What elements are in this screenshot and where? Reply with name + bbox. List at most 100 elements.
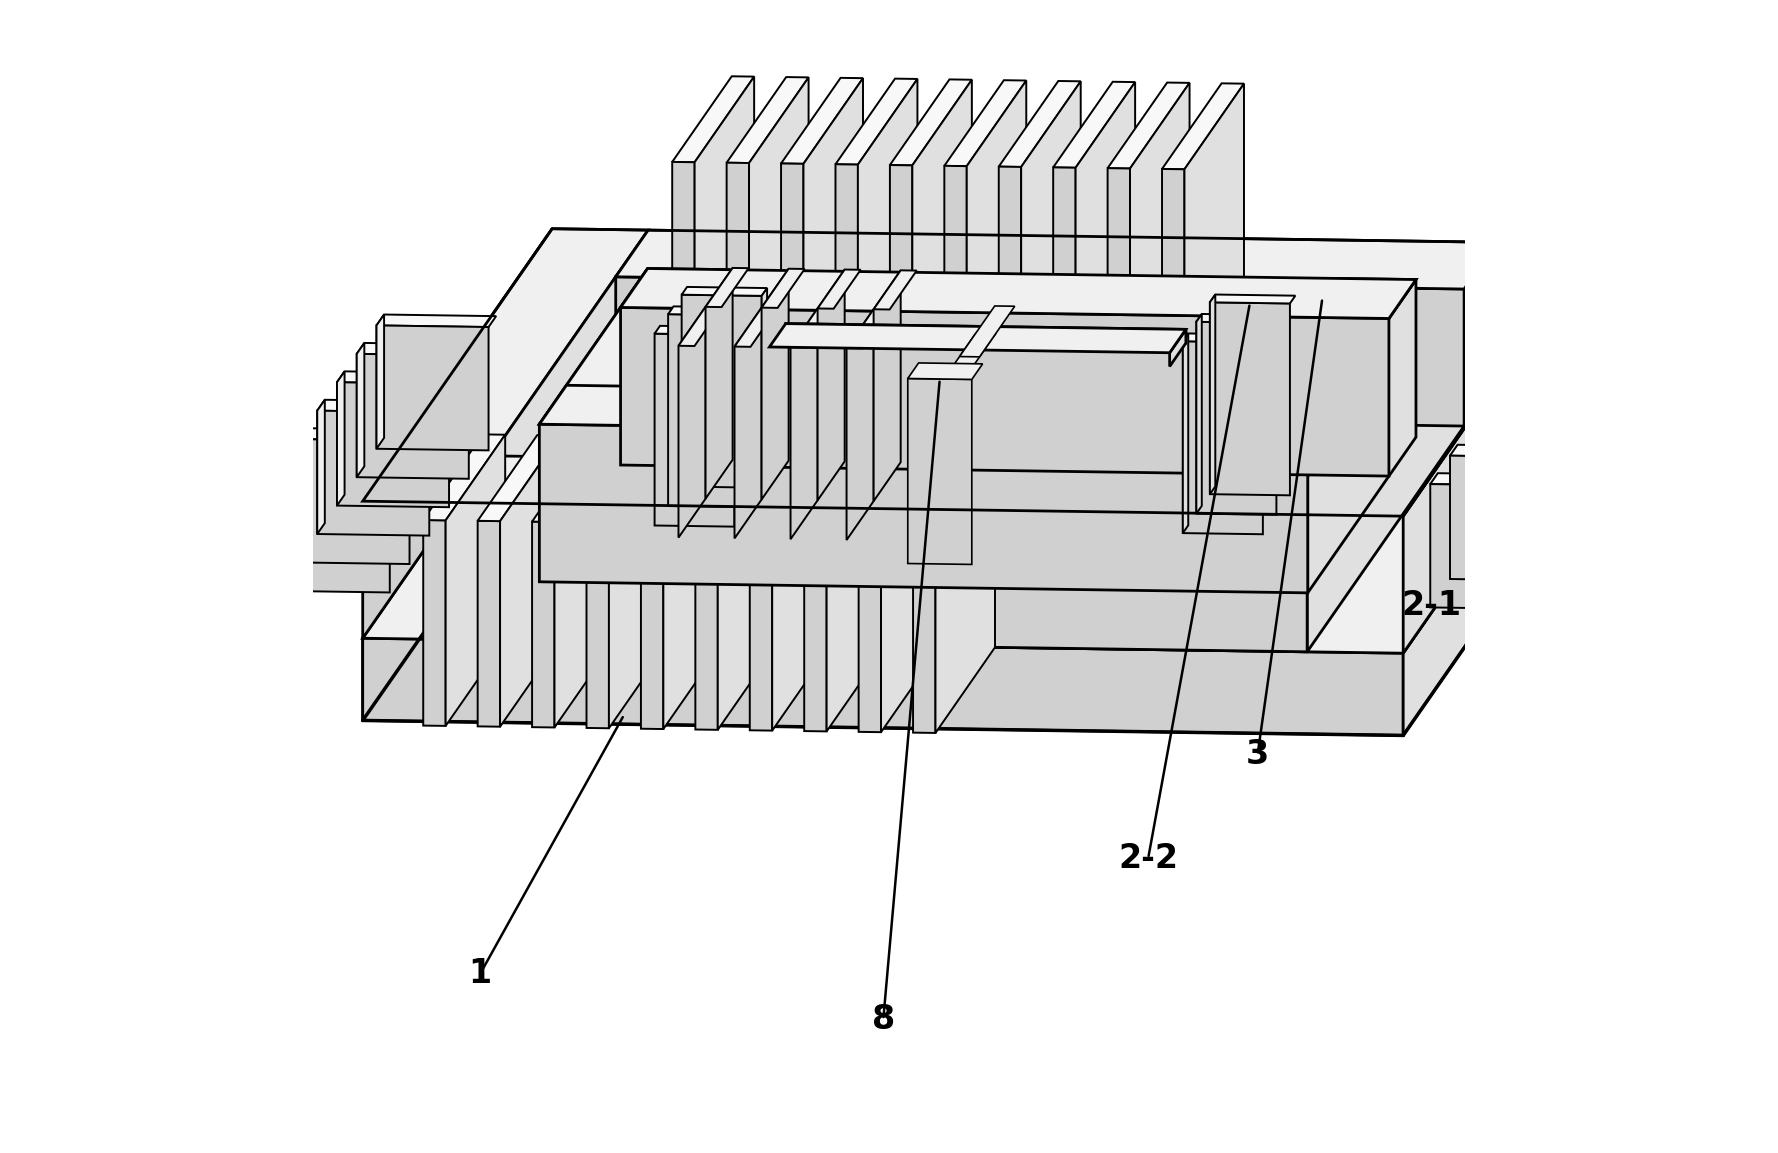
Polygon shape (363, 228, 553, 639)
Polygon shape (734, 308, 777, 347)
Polygon shape (941, 333, 996, 384)
Polygon shape (1490, 399, 1602, 523)
Polygon shape (1182, 333, 1188, 533)
Polygon shape (761, 269, 805, 308)
Polygon shape (663, 438, 724, 729)
Polygon shape (1184, 84, 1245, 375)
Polygon shape (761, 269, 789, 499)
Polygon shape (1209, 294, 1296, 303)
Polygon shape (478, 521, 500, 726)
Polygon shape (909, 363, 983, 379)
Polygon shape (909, 378, 973, 565)
Polygon shape (1227, 278, 1335, 591)
Polygon shape (1197, 314, 1282, 323)
Polygon shape (539, 424, 1309, 593)
Polygon shape (1451, 455, 1563, 581)
Polygon shape (873, 270, 917, 309)
Polygon shape (478, 435, 560, 521)
Polygon shape (669, 314, 749, 507)
Polygon shape (706, 267, 749, 307)
Polygon shape (459, 455, 1339, 514)
Polygon shape (770, 324, 1186, 353)
Polygon shape (1510, 360, 1629, 372)
Polygon shape (681, 287, 766, 296)
Polygon shape (316, 410, 428, 536)
Polygon shape (377, 315, 384, 449)
Polygon shape (1209, 294, 1216, 495)
Polygon shape (459, 503, 1307, 651)
Polygon shape (316, 400, 437, 413)
Polygon shape (695, 438, 777, 525)
Polygon shape (539, 269, 727, 425)
Polygon shape (277, 467, 389, 593)
Polygon shape (1131, 83, 1189, 374)
Polygon shape (532, 521, 555, 728)
Polygon shape (621, 308, 1389, 476)
Polygon shape (749, 308, 754, 507)
Polygon shape (539, 269, 647, 582)
Text: 8: 8 (871, 1003, 894, 1037)
Polygon shape (1163, 169, 1184, 375)
Polygon shape (1529, 342, 1641, 467)
Polygon shape (377, 325, 489, 451)
Polygon shape (859, 526, 882, 732)
Polygon shape (1209, 302, 1289, 496)
Polygon shape (846, 309, 889, 348)
Polygon shape (891, 165, 912, 371)
Polygon shape (297, 428, 306, 563)
Polygon shape (761, 288, 766, 488)
Polygon shape (532, 436, 613, 522)
Polygon shape (672, 161, 695, 368)
Polygon shape (357, 342, 364, 477)
Polygon shape (640, 437, 724, 523)
Polygon shape (1430, 473, 1550, 485)
Text: 2-1: 2-1 (1401, 589, 1462, 621)
Polygon shape (749, 77, 809, 369)
Polygon shape (706, 267, 733, 499)
Polygon shape (621, 269, 1415, 318)
Polygon shape (587, 437, 669, 522)
Polygon shape (891, 80, 973, 165)
Polygon shape (1108, 83, 1189, 168)
Polygon shape (1403, 243, 1593, 654)
Polygon shape (316, 400, 325, 534)
Polygon shape (277, 457, 284, 590)
Text: 3: 3 (1246, 739, 1269, 771)
Polygon shape (818, 270, 861, 309)
Polygon shape (423, 435, 505, 520)
Polygon shape (297, 439, 409, 564)
Polygon shape (672, 76, 754, 163)
Polygon shape (1182, 341, 1262, 534)
Polygon shape (727, 163, 749, 369)
Polygon shape (1403, 380, 1593, 736)
Polygon shape (1163, 83, 1245, 169)
Polygon shape (587, 522, 608, 729)
Polygon shape (859, 78, 917, 370)
Polygon shape (999, 81, 1081, 167)
Polygon shape (363, 366, 1593, 654)
Polygon shape (1182, 333, 1268, 342)
Polygon shape (914, 442, 996, 527)
Polygon shape (1227, 278, 1415, 435)
Polygon shape (1582, 419, 1590, 552)
Polygon shape (1170, 330, 1186, 367)
Polygon shape (1470, 428, 1582, 552)
Polygon shape (960, 306, 1015, 356)
Polygon shape (695, 76, 754, 368)
Polygon shape (1602, 390, 1609, 523)
Polygon shape (338, 383, 450, 507)
Polygon shape (836, 164, 859, 370)
Polygon shape (1053, 167, 1076, 374)
Polygon shape (1622, 361, 1629, 496)
Polygon shape (277, 457, 396, 469)
Polygon shape (944, 81, 1026, 166)
Polygon shape (654, 326, 740, 334)
Polygon shape (679, 307, 722, 346)
Polygon shape (804, 78, 862, 369)
Polygon shape (539, 385, 1335, 435)
Polygon shape (679, 307, 706, 537)
Polygon shape (1641, 333, 1648, 467)
Text: 1: 1 (469, 957, 493, 990)
Polygon shape (500, 436, 560, 726)
Polygon shape (357, 342, 477, 355)
